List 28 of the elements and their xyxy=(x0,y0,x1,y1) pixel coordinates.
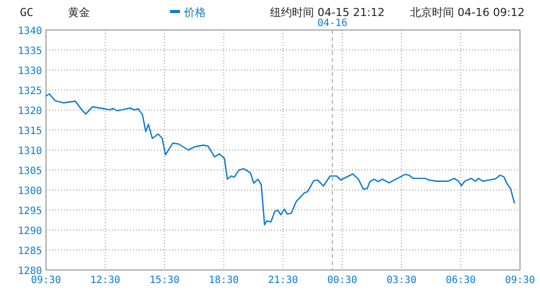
y-tick-label: 1280 xyxy=(18,266,42,277)
y-tick-label: 1320 xyxy=(18,106,42,117)
text: 纽约时间 04-15 21:12 xyxy=(270,6,385,19)
x-tick-label: 09:30 xyxy=(30,275,62,286)
ref-line-label: 04-16 xyxy=(317,18,348,29)
text: 北京时间 04-16 09:12 xyxy=(410,6,525,19)
y-tick-label: 1325 xyxy=(18,86,42,97)
x-tick-label: 03:30 xyxy=(386,275,417,286)
x-tick-label: 12:30 xyxy=(90,275,120,286)
y-tick-label: 1295 xyxy=(18,206,42,217)
chart-title: GC xyxy=(20,6,34,19)
y-tick-label: 1315 xyxy=(18,126,42,137)
chart-subtitle: 黄金 xyxy=(68,6,90,19)
y-tick-label: 1310 xyxy=(18,146,42,157)
y-tick-label: 1340 xyxy=(18,26,42,37)
x-tick-label: 15:30 xyxy=(149,275,180,286)
legend-label: 价格 xyxy=(183,6,206,19)
x-tick-label: 00:30 xyxy=(327,275,358,286)
x-tick-label: 21:30 xyxy=(268,275,298,286)
y-tick-label: 1335 xyxy=(18,46,42,57)
y-tick-label: 1330 xyxy=(18,66,42,77)
x-tick-label: 18:30 xyxy=(208,275,239,286)
y-tick-label: 1300 xyxy=(18,186,42,197)
y-tick-label: 1290 xyxy=(18,226,42,237)
y-tick-label: 1285 xyxy=(18,246,42,257)
x-tick-label: 09:30 xyxy=(504,275,536,286)
x-tick-label: 06:30 xyxy=(446,275,476,286)
y-tick-label: 1305 xyxy=(18,166,42,177)
